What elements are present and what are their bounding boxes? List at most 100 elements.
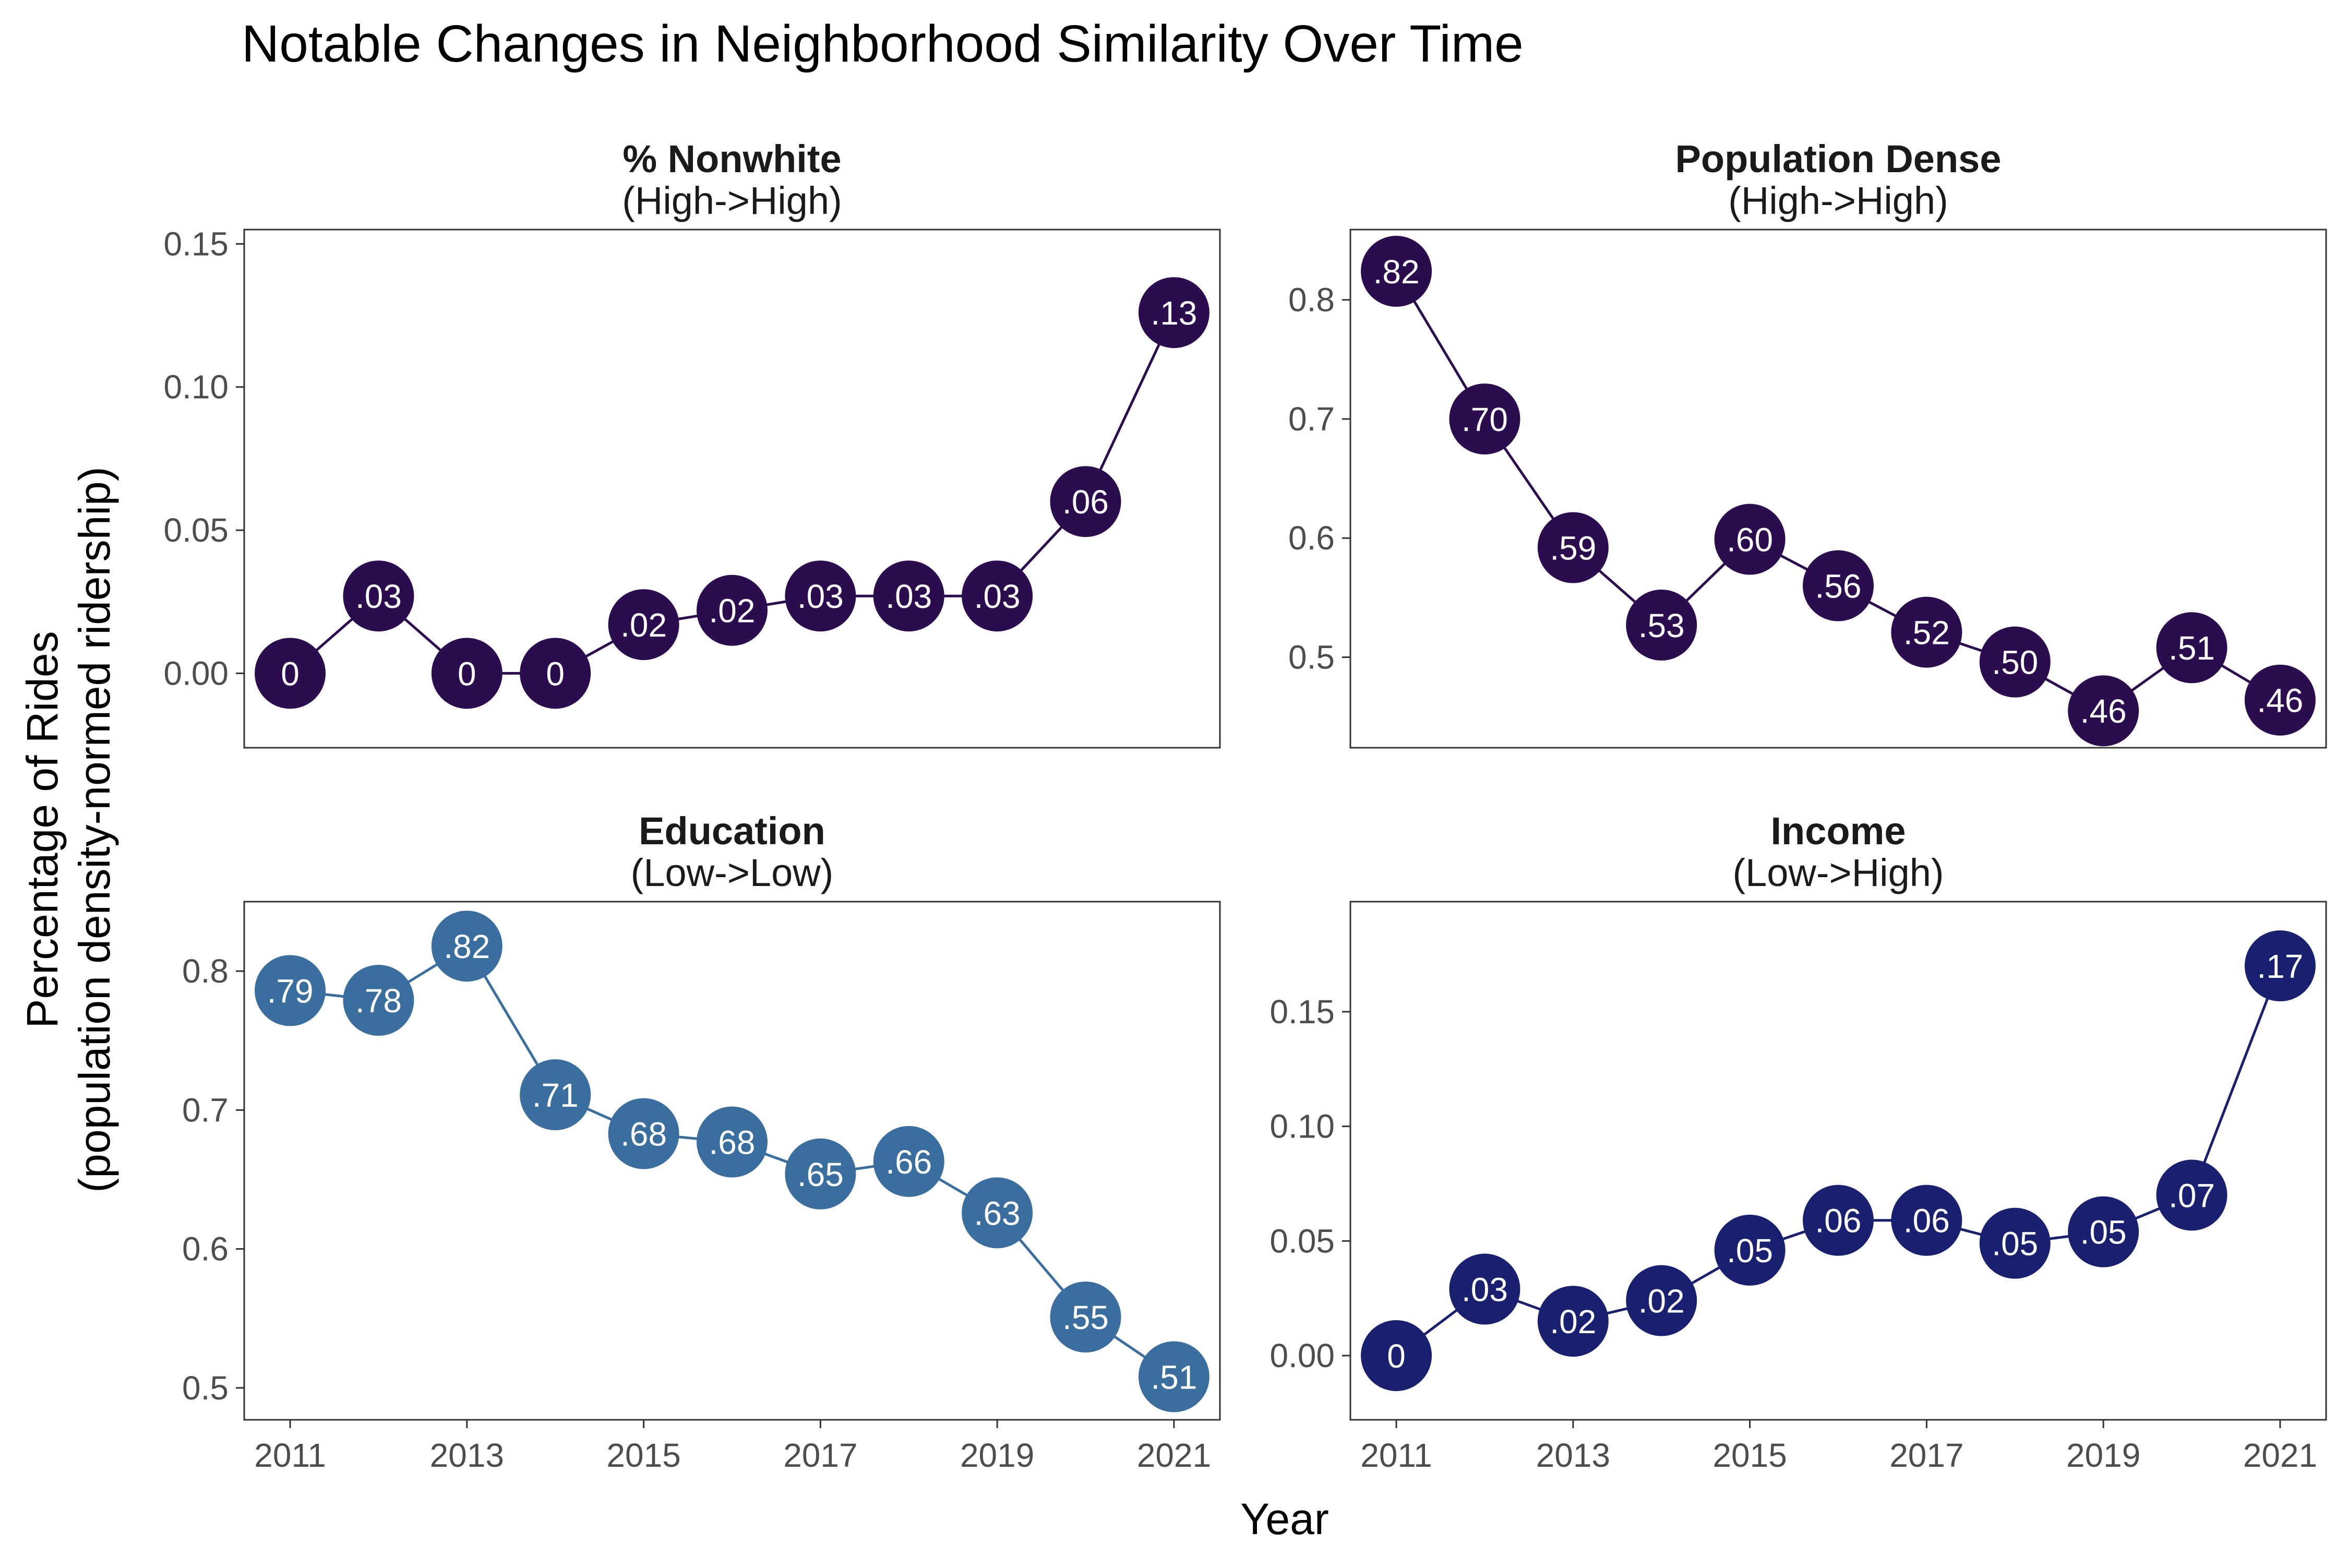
data-label: .02 [620, 606, 667, 644]
data-point [1979, 626, 2051, 698]
data-label: .02 [1638, 1283, 1685, 1320]
data-label: 0 [546, 655, 565, 692]
data-point [1803, 1184, 1874, 1256]
data-label: .03 [974, 578, 1021, 615]
x-tick-label: 2019 [2066, 1437, 2140, 1474]
y-tick-label: 0.00 [163, 654, 229, 692]
panel-subtitle: (High->High) [622, 179, 842, 222]
data-point [1138, 1341, 1209, 1413]
x-tick-label: 2011 [1360, 1437, 1432, 1474]
y-tick-label: 0.05 [1269, 1222, 1335, 1260]
data-label: .46 [2257, 682, 2303, 720]
x-tick-label: 2015 [606, 1437, 680, 1474]
data-label: .51 [1151, 1358, 1197, 1396]
data-point [1803, 550, 1874, 621]
data-point [962, 1177, 1033, 1249]
y-tick-label: 0.7 [1288, 400, 1335, 438]
data-point [873, 1126, 944, 1197]
panel-title: Education [639, 809, 825, 853]
chart-title: Notable Changes in Neighborhood Similari… [242, 15, 1524, 73]
panel-1: % Nonwhite(High->High) 0.00 0.05 0.10 0.15 0.… [163, 137, 1221, 749]
data-label: .79 [267, 972, 314, 1010]
data-point [873, 560, 944, 632]
data-point [1537, 1286, 1609, 1357]
data-label: .82 [1373, 253, 1420, 291]
panel-title: Income [1770, 809, 1906, 853]
y-tick-label: 0.15 [1269, 993, 1335, 1031]
data-point [1138, 277, 1209, 349]
y-tick-label: 0.6 [182, 1230, 229, 1268]
data-point [1050, 466, 1121, 537]
panel-border [1349, 229, 2327, 749]
data-label: .06 [1903, 1202, 1950, 1240]
panel-title: Population Dense [1675, 137, 2002, 181]
data-point [1537, 512, 1609, 583]
data-point [2244, 930, 2316, 1002]
data-point [785, 560, 856, 632]
data-point [1449, 383, 1520, 454]
x-tick-label: 2021 [2243, 1437, 2317, 1474]
data-label: 0 [281, 655, 300, 692]
data-label: .06 [1815, 1202, 1862, 1240]
x-tick-label: 2019 [960, 1437, 1034, 1474]
y-tick-label: 0.10 [163, 368, 229, 406]
data-label: .53 [1638, 607, 1685, 644]
data-point [608, 1098, 679, 1169]
panel-border [243, 901, 1221, 1421]
data-point [255, 638, 326, 709]
data-point [343, 965, 414, 1036]
facet-panels: % Nonwhite(High->High)0.000.050.100.150.… [163, 137, 2327, 1474]
data-point [2156, 1159, 2227, 1231]
data-label: .46 [2080, 692, 2127, 730]
data-point [431, 638, 502, 709]
data-point [1449, 1253, 1520, 1325]
y-tick-label: 0.7 [182, 1091, 229, 1129]
data-label: .82 [444, 928, 490, 965]
data-label: .05 [1727, 1232, 1773, 1270]
y-tick-label: 0.6 [1288, 519, 1335, 557]
data-label: .06 [1062, 483, 1109, 521]
data-label: .02 [709, 592, 756, 630]
panel-subtitle: (Low->Low) [631, 851, 834, 894]
data-point [1714, 1214, 1786, 1286]
y-tick-label: 0.00 [1269, 1337, 1335, 1374]
data-label: .05 [2080, 1214, 2127, 1251]
y-tick-label: 0.8 [182, 952, 229, 990]
data-label: .68 [709, 1124, 756, 1162]
data-point [520, 1059, 591, 1131]
x-tick-label: 2015 [1712, 1437, 1787, 1474]
data-point [431, 911, 502, 982]
x-axis-title: Year [1240, 1494, 1329, 1543]
data-label: .51 [2169, 629, 2215, 667]
data-point [1050, 1281, 1121, 1352]
data-label: .78 [355, 982, 402, 1020]
y-tick-label: 0.8 [1288, 281, 1335, 319]
series-line [1395, 270, 2281, 713]
data-label: .70 [1461, 401, 1508, 438]
data-point [608, 589, 679, 661]
x-tick-label: 2013 [1536, 1437, 1610, 1474]
data-label: .65 [797, 1156, 844, 1193]
data-point [2068, 675, 2139, 747]
data-label: .60 [1727, 521, 1773, 559]
data-point [697, 1106, 768, 1178]
data-label: .71 [532, 1076, 579, 1114]
data-point [1361, 1320, 1432, 1391]
data-label: .55 [1062, 1299, 1109, 1336]
data-point [697, 574, 768, 646]
y-axis-title: Percentage of Rides (population density-… [18, 466, 119, 1192]
data-label: .50 [1992, 644, 2038, 681]
data-label: .63 [974, 1194, 1021, 1232]
y-tick-label: 0.5 [182, 1369, 229, 1407]
data-point [2156, 612, 2227, 684]
data-point [1891, 1184, 1962, 1256]
data-label: .52 [1903, 614, 1950, 652]
data-label: .59 [1550, 529, 1596, 567]
data-point [1626, 1265, 1697, 1336]
data-label: .03 [1461, 1271, 1508, 1309]
data-point [1626, 589, 1697, 661]
data-label: 0 [458, 655, 476, 692]
data-label: .17 [2257, 948, 2303, 985]
